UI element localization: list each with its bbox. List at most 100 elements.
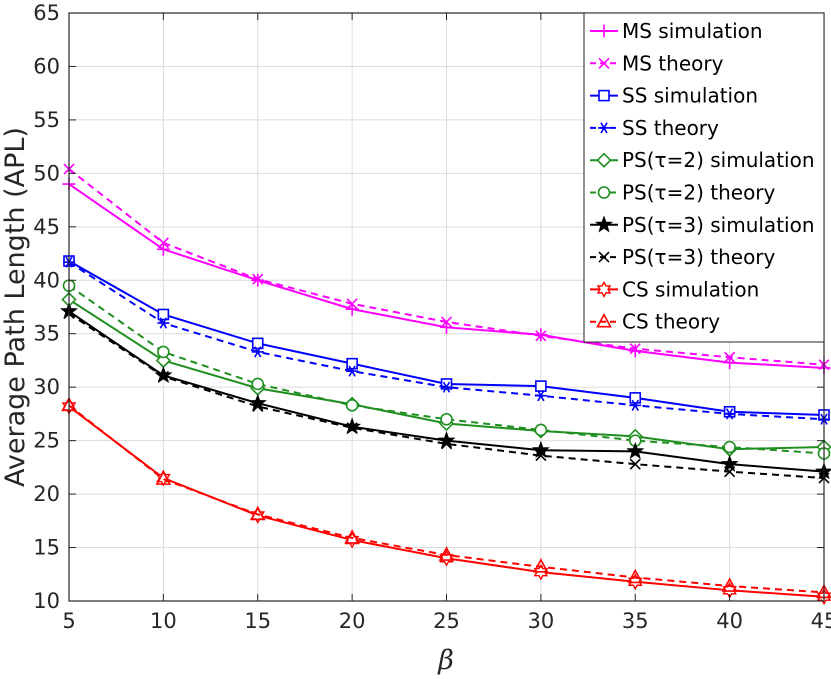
data-point bbox=[440, 438, 453, 450]
x-tick-label: 10 bbox=[150, 609, 177, 633]
x-tick-label: 25 bbox=[433, 609, 460, 633]
data-point bbox=[629, 343, 641, 355]
legend-entry: SS theory bbox=[590, 116, 719, 140]
y-tick-label: 15 bbox=[33, 536, 60, 560]
legend-label: PS(τ=2) theory bbox=[622, 181, 776, 205]
x-tick-label: 20 bbox=[339, 609, 366, 633]
y-tick-label: 25 bbox=[33, 429, 60, 453]
series-line bbox=[68, 284, 825, 455]
y-tick-label: 65 bbox=[33, 1, 60, 25]
y-tick-label: 55 bbox=[33, 108, 60, 132]
data-point bbox=[627, 568, 644, 584]
y-tick-label: 45 bbox=[33, 215, 60, 239]
data-point bbox=[531, 440, 550, 458]
y-tick-label: 60 bbox=[33, 54, 60, 78]
y-tick-label: 40 bbox=[33, 268, 60, 292]
data-point bbox=[724, 351, 736, 363]
legend-entry: MS simulation bbox=[590, 19, 763, 43]
series-line bbox=[68, 404, 825, 594]
data-point bbox=[250, 507, 266, 524]
data-point bbox=[252, 400, 264, 412]
data-point bbox=[724, 466, 736, 478]
data-point bbox=[723, 405, 736, 418]
y-tick-label: 35 bbox=[33, 322, 60, 346]
data-point bbox=[629, 399, 642, 411]
legend-marker bbox=[598, 57, 610, 69]
legend-box bbox=[583, 12, 825, 343]
data-point bbox=[439, 549, 454, 567]
legend-label: SS simulation bbox=[622, 84, 758, 108]
data-point bbox=[155, 470, 172, 485]
data-point bbox=[534, 423, 548, 437]
legend-label: MS simulation bbox=[622, 19, 763, 43]
legend-marker bbox=[598, 122, 610, 134]
data-point bbox=[535, 330, 547, 342]
data-point bbox=[346, 422, 358, 434]
legend-entry: PS(τ=2) theory bbox=[590, 181, 776, 205]
data-point bbox=[440, 412, 453, 426]
y-tick-label: 50 bbox=[33, 161, 60, 185]
x-tick-label: 30 bbox=[528, 609, 555, 633]
data-point bbox=[157, 370, 169, 383]
data-point bbox=[156, 242, 170, 256]
data-point bbox=[534, 390, 547, 402]
data-point bbox=[345, 399, 359, 412]
data-point bbox=[251, 346, 264, 358]
legend-marker bbox=[594, 215, 614, 233]
data-point bbox=[720, 454, 739, 472]
legend-label: CS simulation bbox=[622, 277, 759, 301]
x-tick-label: 5 bbox=[62, 609, 75, 633]
legend-entry: PS(τ=2) simulation bbox=[590, 148, 815, 172]
data-point bbox=[626, 441, 645, 459]
data-point bbox=[438, 546, 455, 561]
y-tick-label: 10 bbox=[33, 589, 60, 613]
legend-entry: CS theory bbox=[590, 310, 720, 334]
data-point bbox=[346, 298, 358, 310]
data-point bbox=[249, 505, 266, 521]
series-line bbox=[68, 312, 825, 480]
data-point bbox=[535, 380, 547, 392]
x-tick-label: 15 bbox=[244, 609, 271, 633]
legend: MS simulation MS theory SS simulation SS th… bbox=[583, 12, 825, 343]
legend-marker bbox=[596, 280, 612, 298]
series-3 bbox=[63, 256, 830, 425]
data-point bbox=[343, 417, 362, 435]
data-point bbox=[157, 237, 169, 249]
legend-label: PS(τ=3) theory bbox=[622, 245, 776, 269]
data-point bbox=[723, 408, 736, 420]
data-point bbox=[154, 365, 173, 384]
legend-marker bbox=[597, 24, 611, 38]
data-point bbox=[535, 450, 547, 462]
legend-marker bbox=[598, 251, 610, 263]
x-axis-title: β bbox=[437, 645, 454, 676]
data-point bbox=[721, 577, 738, 592]
data-point bbox=[251, 377, 265, 391]
data-point bbox=[157, 345, 170, 359]
data-point bbox=[344, 531, 360, 549]
data-point bbox=[440, 316, 453, 328]
data-point bbox=[157, 308, 170, 321]
data-point bbox=[346, 365, 359, 377]
legend-label: PS(τ=2) simulation bbox=[622, 148, 815, 172]
data-point bbox=[629, 458, 641, 470]
x-tick-label: 35 bbox=[622, 609, 649, 633]
legend-marker bbox=[596, 313, 612, 328]
legend-entry: MS theory bbox=[590, 51, 724, 75]
data-point bbox=[440, 378, 453, 390]
x-tick-label: 45 bbox=[811, 609, 831, 633]
data-point bbox=[344, 529, 360, 544]
legend-entry: PS(τ=3) simulation bbox=[590, 213, 815, 237]
data-point bbox=[629, 392, 642, 404]
legend-marker bbox=[597, 186, 611, 199]
y-tick-label: 30 bbox=[33, 375, 60, 399]
data-point bbox=[628, 344, 642, 358]
y-axis-title: Average Path Length (APL) bbox=[0, 127, 31, 487]
legend-label: SS theory bbox=[622, 116, 719, 140]
data-point bbox=[723, 440, 736, 454]
legend-entry: SS simulation bbox=[590, 84, 758, 108]
legend-label: PS(τ=3) simulation bbox=[622, 213, 815, 237]
legend-marker bbox=[596, 152, 612, 168]
data-point bbox=[251, 337, 264, 350]
legend-marker bbox=[598, 89, 610, 102]
